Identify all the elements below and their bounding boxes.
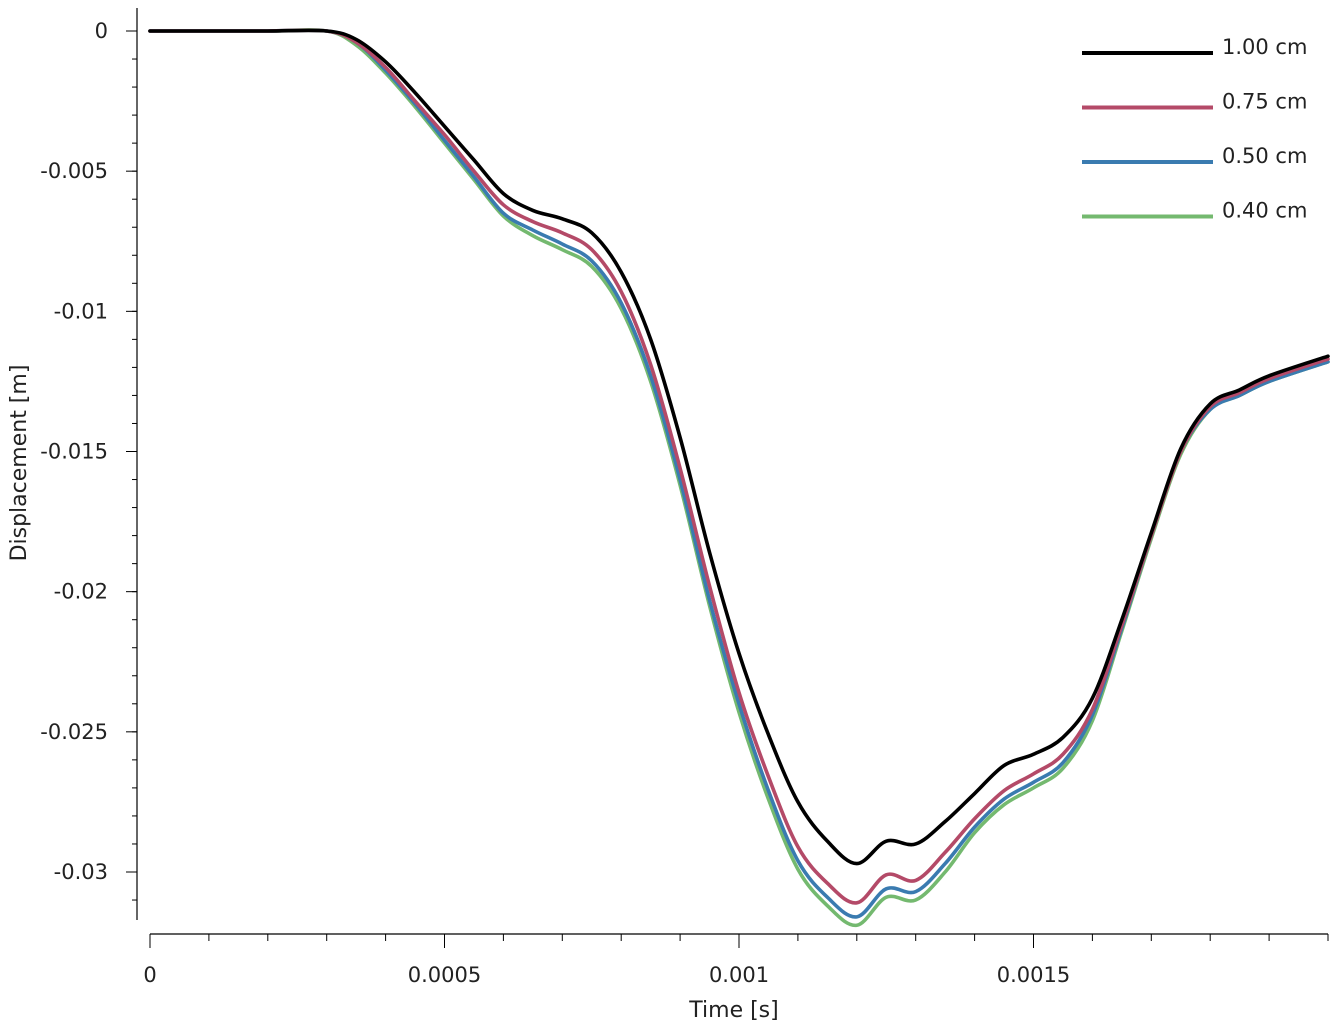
series-line-0 xyxy=(148,28,1330,866)
legend-label: 1.00 cm xyxy=(1222,35,1307,59)
legend-label: 0.50 cm xyxy=(1222,144,1307,168)
legend-label: 0.40 cm xyxy=(1222,199,1307,223)
y-tick-label: 0 xyxy=(95,19,108,43)
series-lines xyxy=(148,28,1330,928)
y-tick-label: -0.025 xyxy=(40,720,108,744)
series-line-3 xyxy=(148,28,1330,928)
x-axis: 0 0.0005 0.001 0.0015 xyxy=(143,933,1329,987)
y-axis: 0 -0.005 -0.01 -0.015 -0.02 -0.025 -0.03 xyxy=(40,8,138,920)
y-tick-label: -0.005 xyxy=(40,159,108,183)
x-tick-label: 0.0005 xyxy=(408,963,481,987)
x-tick-label: 0.001 xyxy=(709,963,769,987)
y-tick-label: -0.01 xyxy=(54,299,108,323)
x-tick-label: 0.0015 xyxy=(997,963,1070,987)
legend: 1.00 cm 0.75 cm 0.50 cm 0.40 cm xyxy=(1082,35,1307,223)
x-axis-title: Time [s] xyxy=(688,998,778,1023)
legend-label: 0.75 cm xyxy=(1222,90,1307,114)
x-tick-label: 0 xyxy=(143,963,156,987)
y-tick-label: -0.03 xyxy=(54,860,108,884)
y-tick-label: -0.02 xyxy=(54,580,108,604)
series-line-1 xyxy=(148,28,1330,905)
y-axis-title: Displacement [m] xyxy=(7,365,32,562)
y-tick-label: -0.015 xyxy=(40,440,108,464)
